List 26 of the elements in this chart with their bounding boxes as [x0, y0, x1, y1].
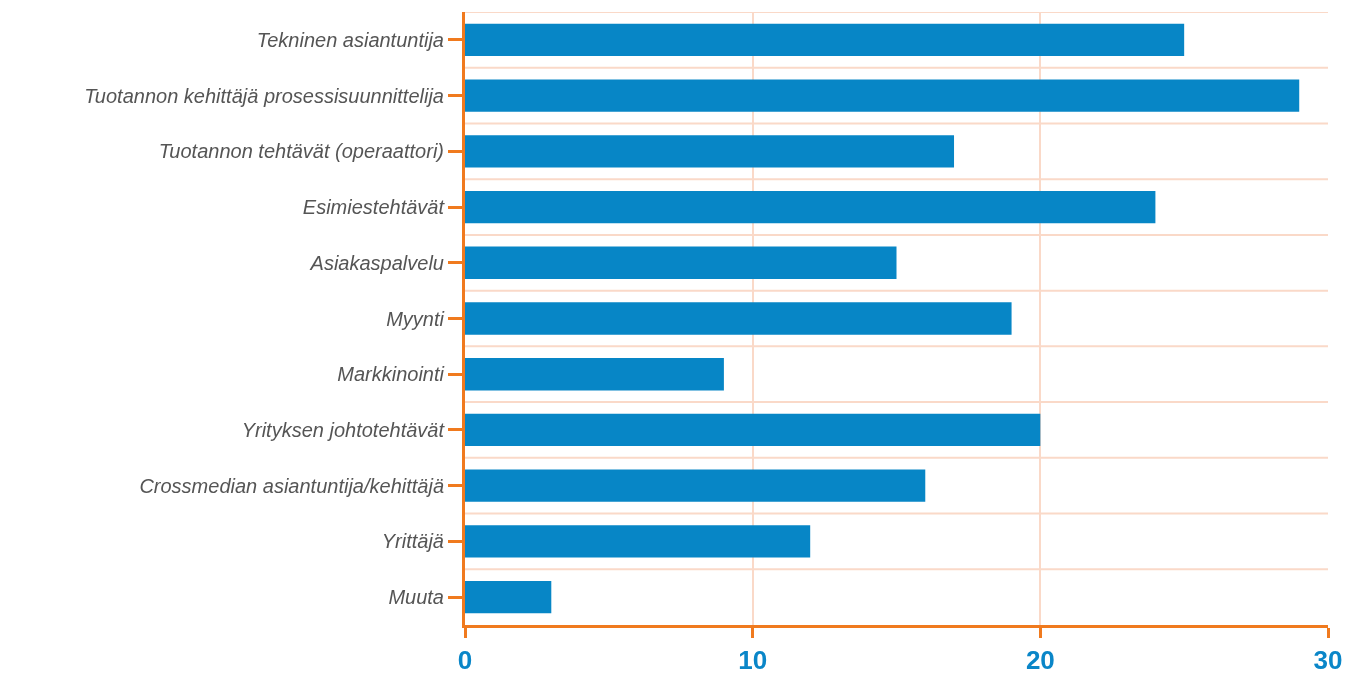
y-tick-label: Yrittäjä: [381, 530, 444, 553]
y-tick-label: Tekninen asiantuntija: [256, 28, 444, 51]
bar: [465, 246, 897, 279]
bar: [465, 525, 811, 558]
y-tick-label: Tuotannon kehittäjä prosessisuunnittelija: [84, 84, 444, 107]
y-tick-label: Esimiestehtävät: [302, 196, 446, 219]
y-tick-label: Yrityksen johtotehtävät: [241, 418, 446, 441]
bar: [465, 358, 724, 391]
y-tick-label: Markkinointi: [337, 363, 445, 386]
bar: [465, 302, 1012, 335]
y-tick-label: Myynti: [386, 307, 445, 330]
bar: [465, 79, 1300, 112]
x-tick-label: 10: [738, 645, 768, 674]
y-tick-label: Muuta: [388, 586, 444, 609]
y-tick-label: Tuotannon tehtävät (operaattori): [158, 140, 444, 163]
bar: [465, 413, 1041, 447]
bar: [465, 580, 552, 614]
bar: [465, 469, 926, 502]
x-tick-label: 30: [1313, 645, 1343, 674]
x-tick-label: 20: [1025, 645, 1055, 674]
y-tick-label: Asiakaspalvelu: [309, 251, 444, 274]
bar: [465, 190, 1156, 224]
bar: [465, 23, 1185, 57]
bar: [465, 135, 955, 168]
y-tick-label: Crossmedian asiantuntija/kehittäjä: [139, 474, 444, 497]
x-tick-label: 0: [457, 645, 473, 674]
